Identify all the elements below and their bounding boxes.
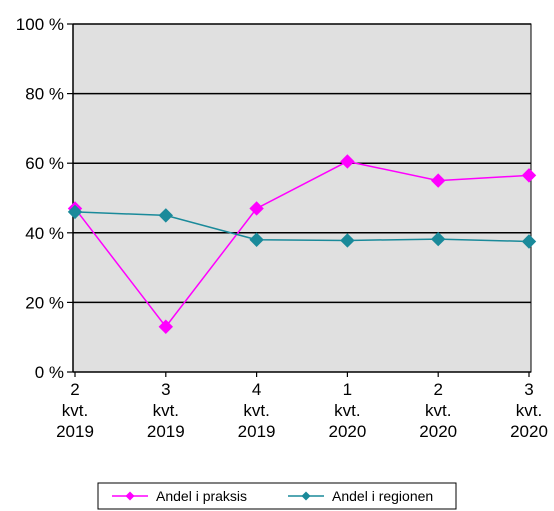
y-tick-label: 40 % [25,224,64,243]
x-tick-label: kvt. [516,401,542,420]
x-tick-label: kvt. [334,401,360,420]
legend-label-1: Andel i regionen [332,488,433,504]
y-tick-label: 80 % [25,85,64,104]
plot-area [73,24,531,372]
x-tick-label: 2020 [510,422,548,441]
x-tick-label: 2020 [419,422,457,441]
x-tick-label: 4 [252,380,261,399]
x-tick-label: 2019 [238,422,276,441]
x-tick-label: 1 [343,380,352,399]
x-tick-label: 2020 [328,422,366,441]
x-tick-label: 3 [161,380,170,399]
x-tick-label: kvt. [153,401,179,420]
x-tick-label: 2019 [56,422,94,441]
y-tick-label: 60 % [25,154,64,173]
y-tick-label: 100 % [16,15,64,34]
legend-label-0: Andel i praksis [156,488,247,504]
x-tick-label: 2 [433,380,442,399]
x-tick-label: kvt. [243,401,269,420]
y-tick-label: 20 % [25,293,64,312]
x-tick-label: kvt. [62,401,88,420]
x-tick-label: 3 [524,380,533,399]
y-tick-label: 0 % [35,363,64,382]
x-tick-label: 2 [70,380,79,399]
x-tick-label: 2019 [147,422,185,441]
x-tick-label: kvt. [425,401,451,420]
